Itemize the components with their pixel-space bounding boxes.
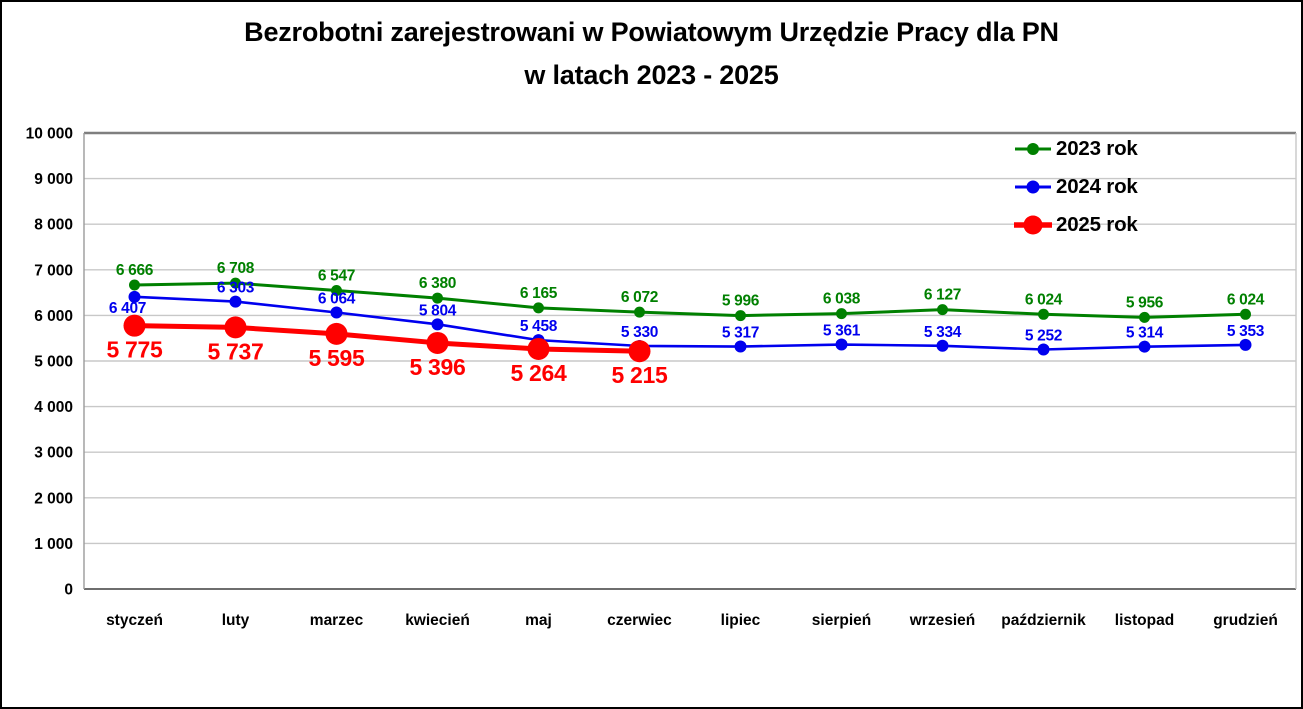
data-point (431, 318, 444, 331)
data-point (937, 304, 948, 316)
x-tick-label: marzec (310, 612, 364, 629)
y-tick-label: 9 000 (34, 171, 73, 188)
data-label: 6 038 (823, 291, 861, 308)
y-tick-label: 8 000 (34, 217, 73, 234)
series-line-1 (133, 295, 1247, 351)
legend-label-2024: 2024 rok (1056, 175, 1138, 198)
data-point (1037, 343, 1050, 356)
data-label: 6 072 (621, 289, 658, 306)
x-tick-label: kwiecień (405, 612, 470, 629)
data-label: 5 361 (823, 323, 861, 340)
data-label: 5 396 (409, 354, 465, 380)
data-label: 6 547 (318, 267, 355, 284)
y-tick-label: 4 000 (34, 399, 73, 416)
data-label: 5 314 (1126, 325, 1164, 342)
y-tick-label: 1 000 (34, 536, 73, 553)
legend-marker-2023-icon (1015, 143, 1051, 155)
y-tick-label: 2 000 (34, 490, 73, 507)
data-point (128, 290, 141, 303)
data-point (1240, 308, 1251, 320)
data-point (533, 302, 544, 314)
x-tick-label: styczeń (106, 612, 163, 629)
data-label: 5 804 (419, 302, 457, 319)
data-point (331, 284, 342, 296)
data-point (936, 339, 949, 352)
data-label: 5 775 (106, 337, 163, 363)
chart-title-line1: Bezrobotni zarejestrowani w Powiatowym U… (244, 17, 1059, 47)
data-point (634, 306, 645, 318)
x-tick-label: październik (1001, 612, 1086, 629)
chart-title-line2: w latach 2023 - 2025 (524, 60, 779, 90)
data-label: 6 165 (520, 285, 558, 302)
x-tick-label: luty (222, 612, 250, 629)
x-tick-label: grudzień (1213, 612, 1278, 629)
series-line-0 (133, 281, 1247, 319)
y-tick-label: 5 000 (34, 354, 73, 371)
data-label: 5 215 (611, 362, 668, 388)
data-point (224, 316, 247, 339)
data-point (1038, 308, 1049, 320)
data-point (735, 310, 746, 322)
legend-marker-2024-icon (1015, 180, 1051, 194)
data-label: 5 264 (510, 360, 567, 386)
data-label: 6 024 (1227, 291, 1265, 308)
data-label: 5 334 (924, 324, 962, 341)
data-label: 5 595 (308, 345, 365, 371)
data-point (835, 338, 848, 351)
y-tick-label: 6 000 (34, 308, 73, 325)
data-label: 6 407 (109, 300, 146, 317)
data-label: 6 127 (924, 287, 961, 304)
data-label: 5 458 (520, 318, 558, 335)
data-point (836, 308, 847, 320)
y-tick-label: 3 000 (34, 445, 73, 462)
x-tick-label: wrzesień (909, 612, 975, 629)
data-label: 5 996 (722, 293, 760, 310)
data-point (230, 277, 241, 289)
legend-marker-2025-icon (1014, 215, 1052, 235)
data-point (1239, 338, 1252, 351)
data-label: 5 252 (1025, 328, 1062, 345)
data-label: 6 064 (318, 290, 356, 307)
data-label: 6 666 (116, 262, 154, 279)
data-label: 6 024 (1025, 291, 1063, 308)
data-point (129, 279, 140, 291)
data-label: 5 317 (722, 325, 759, 342)
legend-label-2025: 2025 rok (1056, 213, 1138, 236)
data-point (123, 314, 146, 337)
legend-item-2025: 2025 rok (1014, 206, 1138, 244)
y-tick-label: 10 000 (26, 126, 73, 143)
data-point (1138, 340, 1151, 353)
series-line-2 (132, 323, 642, 354)
y-tick-label: 0 (64, 582, 73, 599)
data-point (628, 340, 651, 363)
legend-item-2024: 2024 rok (1014, 168, 1138, 206)
x-tick-label: maj (525, 612, 552, 629)
data-point (1139, 311, 1150, 323)
data-label: 6 380 (419, 275, 456, 292)
data-label: 6 708 (217, 260, 255, 277)
data-point (432, 292, 443, 304)
data-label: 5 737 (207, 338, 263, 364)
legend-label-2023: 2023 rok (1056, 137, 1138, 160)
data-point (330, 306, 343, 319)
x-tick-label: listopad (1115, 612, 1174, 629)
x-tick-label: sierpień (812, 612, 871, 629)
data-label: 5 330 (621, 324, 658, 341)
x-tick-label: czerwiec (607, 612, 672, 629)
legend-item-2023: 2023 rok (1014, 130, 1138, 168)
data-label: 5 956 (1126, 294, 1164, 311)
data-label: 6 303 (217, 280, 255, 297)
data-point (325, 322, 348, 345)
chart-legend: 2023 rok 2024 rok 2025 rok (1014, 130, 1138, 244)
data-point (734, 340, 747, 353)
y-tick-label: 7 000 (34, 262, 73, 279)
data-point (229, 295, 242, 308)
data-point (527, 337, 550, 360)
data-point (426, 331, 449, 354)
chart-title: Bezrobotni zarejestrowani w Powiatowym U… (2, 11, 1301, 97)
data-label: 5 353 (1227, 323, 1265, 340)
x-tick-label: lipiec (721, 612, 761, 629)
